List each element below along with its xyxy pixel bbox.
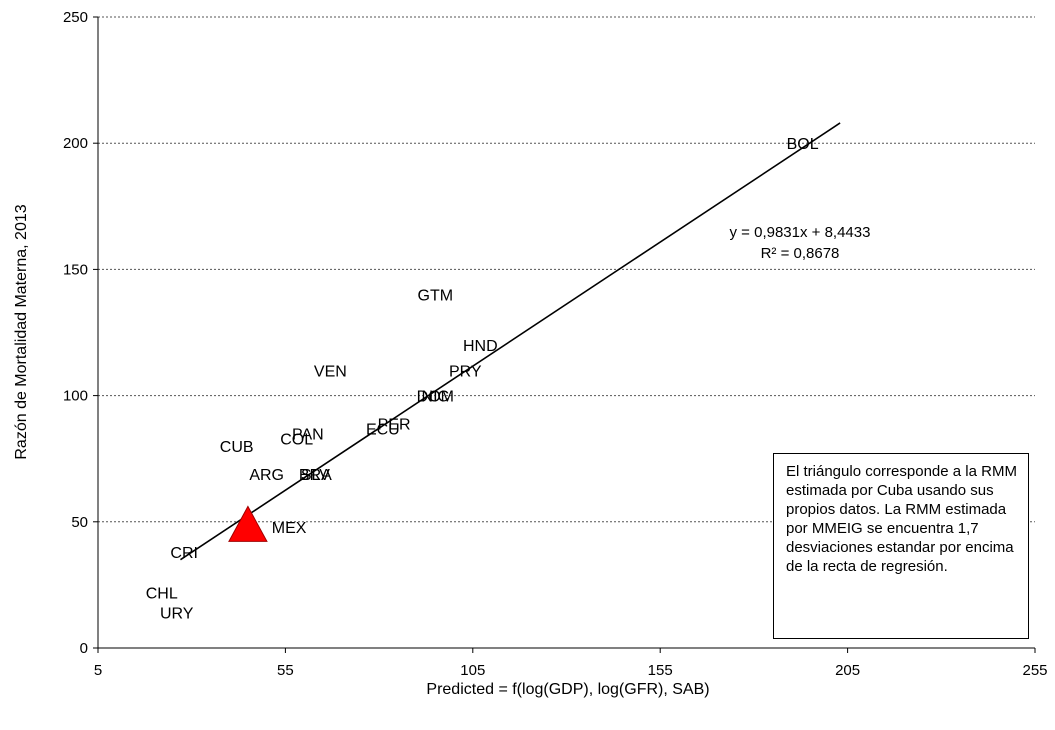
y-tick-label-250: 250 (63, 9, 88, 26)
point-label-cub: CUB (220, 439, 254, 456)
point-label-gtm: GTM (418, 288, 454, 305)
y-tick-label-0: 0 (80, 640, 88, 657)
point-label-pry: PRY (449, 363, 482, 380)
point-label-cri: CRI (170, 545, 198, 562)
trendline (180, 123, 840, 560)
point-label-ecu: ECU (366, 421, 400, 438)
point-label-slv: SLV (301, 467, 330, 484)
x-tick-label-105: 105 (460, 662, 485, 679)
point-label-nic: NIC (422, 389, 450, 406)
point-label-ven: VEN (314, 363, 347, 380)
x-tick-label-155: 155 (648, 662, 673, 679)
point-label-chl: CHL (146, 585, 178, 602)
point-label-arg: ARG (249, 467, 284, 484)
x-tick-label-5: 5 (94, 662, 102, 679)
y-tick-label-50: 50 (71, 514, 88, 531)
y-tick-label-150: 150 (63, 261, 88, 278)
x-tick-label-255: 255 (1022, 662, 1047, 679)
trendline-group: y = 0,9831x + 8,4433 R² = 0,8678 (180, 123, 870, 560)
point-label-col: COL (280, 432, 313, 449)
trendline-equation: y = 0,9831x + 8,4433 (730, 224, 871, 241)
annotation-box: El triángulo corresponde a la RMM estima… (773, 453, 1029, 639)
point-label-mex: MEX (272, 520, 307, 537)
point-label-bol: BOL (787, 136, 819, 153)
point-label-ury: URY (160, 606, 194, 623)
x-tick-label-55: 55 (277, 662, 294, 679)
y-axis-title: Razón de Mortalidad Materna, 2013 (13, 204, 30, 459)
x-tick-label-205: 205 (835, 662, 860, 679)
x-axis-title: Predicted = f(log(GDP), log(GFR), SAB) (426, 681, 709, 698)
y-tick-label-200: 200 (63, 135, 88, 152)
point-label-hnd: HND (463, 338, 498, 355)
y-tick-label-100: 100 (63, 388, 88, 405)
trendline-r2: R² = 0,8678 (761, 245, 840, 262)
